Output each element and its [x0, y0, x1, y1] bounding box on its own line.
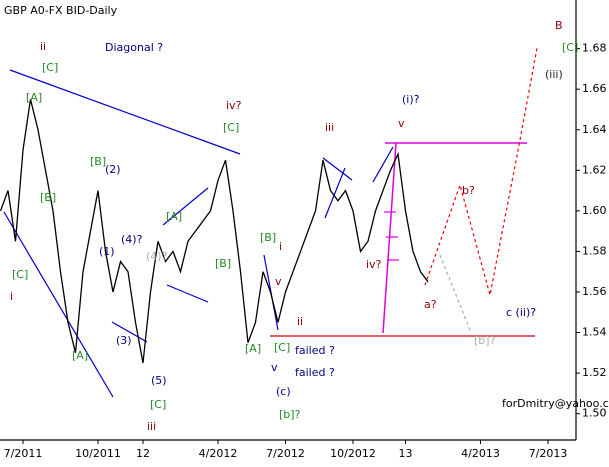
y-tick-label: 1.68: [582, 42, 607, 55]
x-tick-label: 10/2012: [330, 447, 376, 460]
wave-label: [C]: [274, 341, 290, 354]
wave-label: [b]?: [279, 408, 301, 421]
wave-label: [A]: [72, 349, 88, 362]
wave-label: [C]: [150, 398, 166, 411]
wave-label: [C]: [562, 41, 578, 54]
y-tick-label: 1.50: [582, 407, 607, 420]
wave-label: forDmitry@yahoo.com: [502, 397, 609, 410]
x-tick-label: 10/2011: [75, 447, 121, 460]
wave-label: [B]: [260, 231, 276, 244]
wave-label: (4)?: [121, 233, 143, 246]
y-tick-label: 1.60: [582, 204, 607, 217]
wave-label: (1): [99, 245, 115, 258]
wave-label: (5): [151, 374, 167, 387]
wave-label: (2): [105, 163, 121, 176]
y-tick-label: 1.58: [582, 244, 607, 257]
wave-label: [B]: [215, 257, 231, 270]
wave-label: v: [275, 275, 282, 288]
wave-label: (4)?: [146, 250, 168, 263]
y-tick-label: 1.56: [582, 285, 607, 298]
wave-label: iv?: [226, 99, 242, 112]
x-tick-label: 7/2013: [529, 447, 568, 460]
price-line: [0, 99, 429, 364]
wave-label: (3): [116, 334, 132, 347]
x-tick-label: 12: [136, 447, 150, 460]
wave-label: v: [271, 361, 278, 374]
wave-label: (c): [276, 385, 291, 398]
chart-title: GBP A0-FX BID-Daily: [4, 4, 118, 17]
wave-label: v: [398, 117, 405, 130]
x-tick-label: 7/2011: [4, 447, 43, 460]
wave-label: c (ii)?: [506, 306, 536, 319]
wave-label: [C]: [42, 61, 58, 74]
wave-label: [A]: [245, 342, 261, 355]
x-tick-label: 4/2013: [461, 447, 500, 460]
wave-label: ii: [297, 315, 303, 328]
wave-label: [b]?: [474, 334, 496, 347]
x-tick-label: 13: [399, 447, 413, 460]
wave-label: [B]: [40, 191, 56, 204]
wave-label: (i)?: [402, 93, 420, 106]
wave-label: [C]: [12, 268, 28, 281]
x-tick-label: 4/2012: [199, 447, 238, 460]
wave-label: iii: [147, 420, 156, 433]
wave-label: [C]: [223, 121, 239, 134]
wave-label: b?: [462, 184, 475, 197]
wave-label: [A]: [166, 210, 182, 223]
wave-label: i: [279, 240, 282, 253]
y-tick-label: 1.64: [582, 123, 607, 136]
wave-label: failed ?: [295, 344, 335, 357]
wave-label: failed ?: [295, 366, 335, 379]
wave-label: iv?: [366, 258, 382, 271]
y-tick-label: 1.62: [582, 163, 607, 176]
wave-label: [B]: [90, 155, 106, 168]
wave-lines: [0, 0, 577, 441]
y-tick-label: 1.54: [582, 326, 607, 339]
wave-label: B: [555, 19, 563, 32]
wave-label: Diagonal ?: [105, 41, 163, 54]
wave-label: iii: [325, 121, 334, 134]
y-tick-label: 1.52: [582, 366, 607, 379]
x-tick-label: 7/2012: [266, 447, 305, 460]
y-tick-label: 1.66: [582, 82, 607, 95]
wave-label: a?: [424, 298, 437, 311]
wave-label: ii: [40, 40, 46, 53]
wave-label: i: [10, 290, 13, 303]
wave-label: [A]: [26, 91, 42, 104]
wave-label: (iii): [545, 68, 563, 81]
